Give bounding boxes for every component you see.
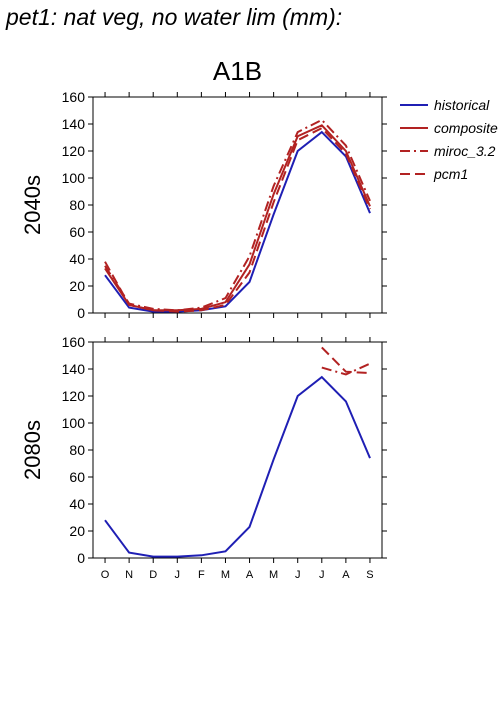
x-tick-label: J: [175, 569, 181, 581]
y-tick-label: 40: [69, 251, 85, 267]
y-tick-label: 0: [77, 305, 85, 321]
series-line-historical: [104, 375, 371, 558]
y-tick-label: 140: [62, 116, 86, 132]
figure-title: pet1: nat veg, no water lim (mm):: [6, 4, 343, 30]
legend-label: miroc_3.2: [434, 143, 496, 159]
chart-panel-1: 0 20 40 60 80 100 120 140 160 A1B 2040s: [20, 56, 387, 321]
y-tick-label: 140: [62, 361, 86, 377]
x-tick-label: S: [366, 569, 373, 581]
series-line-miroc-3-2: [321, 362, 371, 376]
series-line-composite: [104, 124, 371, 312]
x-tick-label: O: [101, 569, 110, 581]
y-tick-label: 160: [62, 89, 86, 105]
y-tick-label: 60: [69, 224, 85, 240]
series-line-historical: [104, 130, 371, 313]
x-tick-label: D: [149, 569, 157, 581]
y-tick-label: 0: [77, 550, 85, 566]
y-tick-label: 60: [69, 469, 85, 485]
plot-frame: [92, 341, 383, 559]
y-axis-label: 2080s: [20, 420, 45, 480]
y-tick-label: 40: [69, 496, 85, 512]
plot-frame: [92, 96, 383, 314]
y-tick-label: 120: [62, 388, 86, 404]
y-tick-label: 100: [62, 415, 86, 431]
series-line-pcm1: [321, 346, 371, 375]
y-tick-label: 20: [69, 278, 85, 294]
series-line-miroc-3-2: [104, 118, 371, 312]
x-tick-label: N: [125, 569, 133, 581]
chart-panel-2: 0 20 40 60 80 100 120 140 160 O N D J F M A M J J A S 2080s: [20, 334, 387, 581]
x-tick-label: M: [269, 569, 278, 581]
panel-title: A1B: [213, 56, 262, 86]
legend: historical composite miroc_3.2 pcm1: [400, 97, 498, 182]
legend-label: composite: [434, 120, 498, 136]
y-tick-label: 80: [69, 442, 85, 458]
y-tick-label: 160: [62, 334, 86, 350]
x-tick-label: J: [295, 569, 301, 581]
x-tick-label: J: [319, 569, 325, 581]
y-tick-label: 100: [62, 170, 86, 186]
y-tick-label: 120: [62, 143, 86, 159]
y-tick-label: 80: [69, 197, 85, 213]
x-tick-label: A: [246, 569, 254, 581]
y-axis-label: 2040s: [20, 175, 45, 235]
x-tick-label: M: [221, 569, 230, 581]
series-line-pcm1: [104, 126, 371, 313]
legend-label: pcm1: [433, 166, 468, 182]
legend-label: historical: [434, 97, 490, 113]
y-tick-label: 20: [69, 523, 85, 539]
x-tick-label: A: [342, 569, 350, 581]
x-tick-label: F: [198, 569, 205, 581]
